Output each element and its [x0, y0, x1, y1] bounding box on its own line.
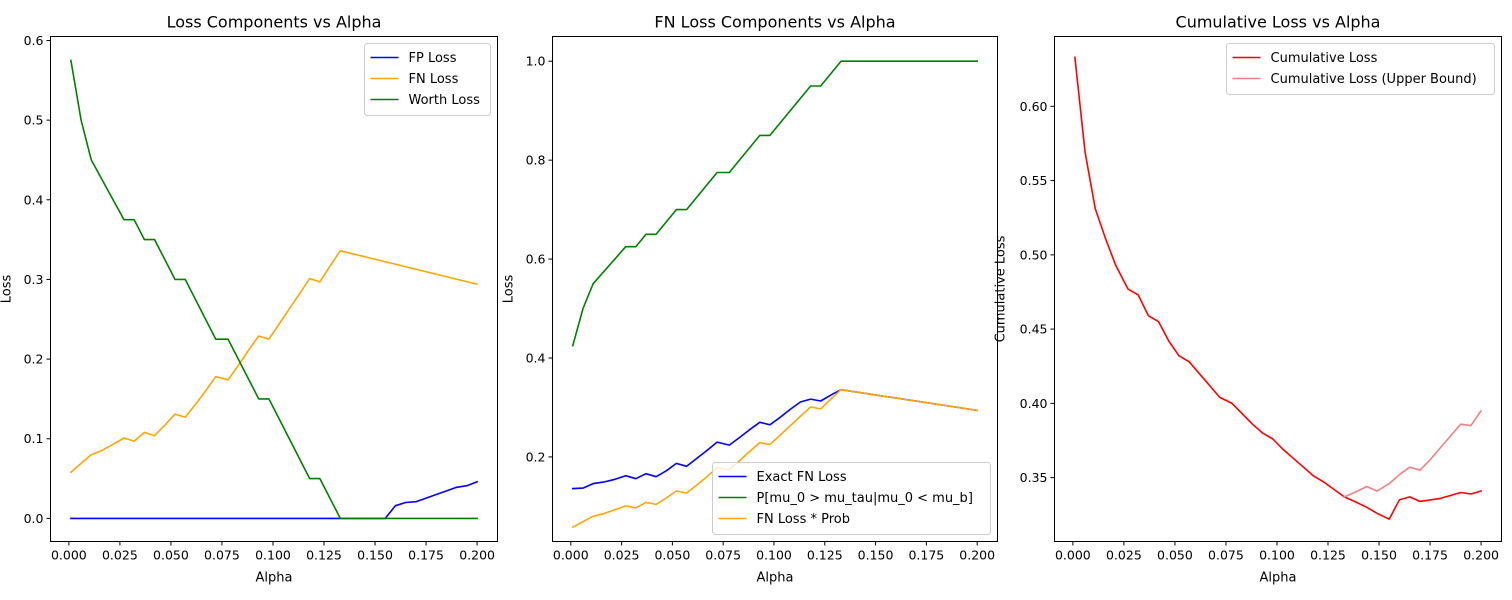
chart-title: Loss Components vs Alpha — [167, 13, 382, 32]
legend-entry: FP Loss — [409, 51, 457, 66]
legend: Exact FN Loss P[mu_0 > mu_tau|mu_0 < mu_b… — [712, 462, 991, 535]
y-tick-label: 0.5 — [24, 113, 44, 128]
x-tick-label: 0.175 — [1412, 548, 1448, 563]
axes-frame — [1054, 36, 1502, 542]
x-tick-label: 0.025 — [1106, 548, 1142, 563]
x-tick-label: 0.075 — [204, 548, 240, 563]
series-line-2 — [1343, 409, 1483, 498]
legend: Cumulative Loss Cumulative Loss (Upper Bo… — [1226, 43, 1495, 95]
x-tick-label: 0.200 — [459, 548, 495, 563]
legend-box — [712, 462, 991, 535]
y-axis-label: Loss — [502, 275, 517, 304]
y-tick-label: 0.40 — [1020, 396, 1048, 411]
legend-entry: Exact FN Loss — [757, 470, 847, 485]
series-line-1 — [70, 480, 479, 520]
x-tick-label: 0.050 — [153, 548, 189, 563]
y-tick-label: 0.50 — [1020, 247, 1048, 262]
x-axis-label: Alpha — [757, 571, 794, 586]
x-tick-label: 0.075 — [1208, 548, 1244, 563]
x-tick-label: 0.175 — [408, 548, 444, 563]
legend-entry: FN Loss — [409, 72, 459, 87]
x-tick-label: 0.000 — [51, 548, 87, 563]
series-line-2 — [69, 250, 479, 474]
x-axis-label: Alpha — [1260, 571, 1297, 586]
x-tick-label: 0.000 — [553, 548, 589, 563]
x-tick-label: 0.000 — [1055, 548, 1091, 563]
legend: FP Loss FN Loss Worth Loss — [364, 43, 491, 116]
legend-entry: Worth Loss — [409, 93, 481, 108]
legend-box — [364, 43, 491, 116]
x-tick-label: 0.025 — [604, 548, 640, 563]
y-tick-label: 1.0 — [526, 54, 546, 69]
y-tick-label: 0.4 — [24, 192, 44, 207]
y-tick-label: 0.35 — [1020, 470, 1048, 485]
series-line-3 — [69, 59, 478, 520]
x-tick-label: 0.150 — [1361, 548, 1397, 563]
x-tick-label: 0.100 — [756, 548, 792, 563]
series-line-1 — [1074, 56, 1483, 521]
x-tick-label: 0.150 — [357, 548, 393, 563]
x-tick-label: 0.050 — [1157, 548, 1193, 563]
x-tick-label: 0.125 — [1310, 548, 1346, 563]
chart-title: FN Loss Components vs Alpha — [654, 13, 895, 32]
axes-frame — [50, 36, 498, 542]
y-axis-label: Loss — [0, 275, 15, 304]
x-tick-label: 0.100 — [1259, 548, 1295, 563]
x-tick-label: 0.175 — [908, 548, 944, 563]
x-tick-label: 0.150 — [858, 548, 894, 563]
series-line-1 — [571, 388, 979, 490]
y-tick-label: 0.60 — [1020, 99, 1048, 114]
legend-box — [1226, 43, 1495, 95]
legend-entry: Cumulative Loss (Upper Bound) — [1271, 72, 1477, 87]
y-tick-label: 0.2 — [526, 449, 546, 464]
y-tick-label: 0.45 — [1020, 322, 1048, 337]
x-tick-label: 0.200 — [1463, 548, 1499, 563]
legend-entry: Cumulative Loss — [1271, 51, 1378, 66]
legend-entry: FN Loss * Prob — [757, 512, 851, 527]
x-tick-label: 0.050 — [654, 548, 690, 563]
y-tick-label: 0.6 — [526, 252, 546, 267]
x-tick-label: 0.075 — [705, 548, 741, 563]
x-axis-label: Alpha — [256, 571, 293, 586]
axes-frame — [552, 36, 998, 542]
x-tick-label: 0.100 — [255, 548, 291, 563]
x-tick-label: 0.200 — [959, 548, 995, 563]
x-tick-label: 0.125 — [807, 548, 843, 563]
series-line-2 — [571, 60, 979, 347]
y-axis-label: Cumulative Loss — [994, 235, 1009, 342]
chart-title: Cumulative Loss vs Alpha — [1176, 13, 1381, 32]
y-tick-label: 0.6 — [24, 33, 44, 48]
y-tick-label: 0.1 — [24, 431, 44, 446]
y-tick-label: 0.55 — [1020, 173, 1048, 188]
chart-3: 0.000 0.025 0.050 0.075 0.100 0.125 0.150 0.175… — [994, 13, 1502, 586]
legend-entry: P[mu_0 > mu_tau|mu_0 < mu_b] — [757, 491, 973, 506]
x-tick-label: 0.025 — [102, 548, 138, 563]
chart-2: 0.000 0.025 0.050 0.075 0.100 0.125 0.150 0.175… — [502, 13, 998, 586]
y-tick-label: 0.8 — [526, 153, 546, 168]
y-tick-label: 0.0 — [24, 511, 44, 526]
y-tick-label: 0.3 — [24, 272, 44, 287]
y-tick-label: 0.2 — [24, 352, 44, 367]
x-tick-label: 0.125 — [306, 548, 342, 563]
chart-1: 0.000 0.025 0.050 0.075 0.100 0.125 0.150 0.175… — [0, 13, 498, 586]
y-tick-label: 0.4 — [526, 350, 546, 365]
